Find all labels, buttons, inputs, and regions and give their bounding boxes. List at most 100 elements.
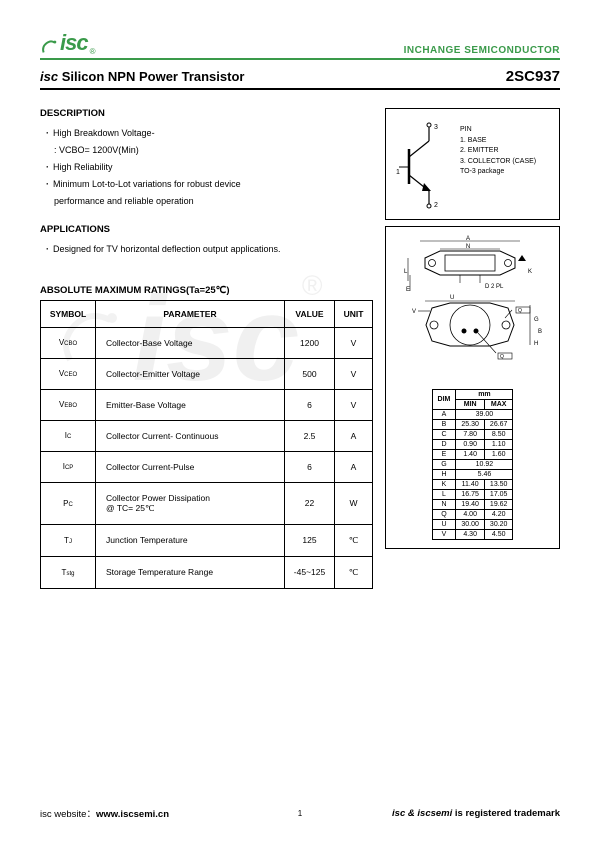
table-row: VCBOCollector-Base Voltage1200V	[41, 327, 373, 358]
dim-value: 10.92	[456, 460, 513, 470]
cell-parameter: Collector Power Dissipation@ TC= 25℃	[96, 482, 285, 524]
trademark-prefix: isc & iscsemi	[392, 808, 452, 819]
cell-value: 6	[285, 389, 335, 420]
table-row: VEBOEmitter-Base Voltage6V	[41, 389, 373, 420]
cell-unit: V	[335, 389, 373, 420]
dim-max: 4.20	[484, 510, 513, 520]
svg-text:L: L	[404, 269, 408, 275]
pin-3: 3. COLLECTOR (CASE)	[460, 157, 536, 168]
right-column: 1 3 2 PIN 1. BASE 2. EMITTER 3. COLLECTO…	[385, 108, 560, 589]
dim-row: D0.901.10	[432, 440, 513, 450]
footer-website: isc website：www.iscsemi.cn	[40, 806, 169, 820]
description-list: High Breakdown Voltage- : VCBO= 1200V(Mi…	[46, 125, 373, 210]
dim-row: H5.46	[432, 470, 513, 480]
cell-unit: A	[335, 420, 373, 451]
ratings-table: SYMBOL PARAMETER VALUE UNIT VCBOCollecto…	[40, 300, 373, 589]
cell-parameter: Storage Temperature Range	[96, 556, 285, 588]
page-number: 1	[298, 809, 302, 818]
table-row: TstgStorage Temperature Range-45~125℃	[41, 556, 373, 588]
dim-max: 1.60	[484, 450, 513, 460]
title-row: isc Silicon NPN Power Transistor 2SC937	[40, 68, 560, 90]
svg-text:V: V	[412, 309, 416, 315]
part-number: 2SC937	[506, 68, 560, 85]
svg-text:D 2 PL: D 2 PL	[485, 284, 504, 290]
pin-2: 2. EMITTER	[460, 146, 536, 157]
col-value: VALUE	[285, 300, 335, 327]
dim-min: 7.80	[456, 430, 485, 440]
cell-symbol: VEBO	[41, 389, 96, 420]
svg-text:K: K	[528, 269, 532, 275]
dim-row: N19.4019.62	[432, 500, 513, 510]
col-symbol: SYMBOL	[41, 300, 96, 327]
svg-text:2: 2	[434, 202, 438, 209]
logo-swirl-icon	[40, 38, 58, 56]
pin-heading: PIN	[460, 125, 536, 136]
cell-symbol: ICP	[41, 451, 96, 482]
dim-row: A39.00	[432, 410, 513, 420]
table-row: TJJunction Temperature125℃	[41, 524, 373, 556]
dim-row: U30.0030.20	[432, 520, 513, 530]
col-parameter: PARAMETER	[96, 300, 285, 327]
website-url: www.iscsemi.cn	[96, 809, 169, 820]
svg-text:E: E	[406, 287, 410, 293]
table-row: ICCollector Current- Continuous2.5A	[41, 420, 373, 451]
dim-cell: V	[432, 530, 456, 540]
package-type: TO-3 package	[460, 167, 536, 178]
company-name: INCHANGE SEMICONDUCTOR	[404, 45, 560, 56]
svg-text:N: N	[466, 244, 470, 250]
dim-cell: A	[432, 410, 456, 420]
dim-row: E1.401.60	[432, 450, 513, 460]
cell-unit: V	[335, 358, 373, 389]
cell-symbol: Tstg	[41, 556, 96, 588]
dim-min: 1.40	[456, 450, 485, 460]
mm-col: mm	[456, 390, 513, 400]
dim-row: L16.7517.05	[432, 490, 513, 500]
footer-trademark: isc & iscsemi is registered trademark	[392, 808, 560, 819]
dimensions-table: DIM mm MIN MAX A39.00B25.3026.67C7.808.5…	[432, 389, 514, 540]
logo-registered: ®	[90, 47, 96, 56]
cell-symbol: VCEO	[41, 358, 96, 389]
dim-row: B25.3026.67	[432, 420, 513, 430]
cell-unit: ℃	[335, 524, 373, 556]
dim-row: V4.304.50	[432, 530, 513, 540]
pin-labels: PIN 1. BASE 2. EMITTER 3. COLLECTOR (CAS…	[460, 125, 536, 178]
dim-cell: B	[432, 420, 456, 430]
left-column: DESCRIPTION High Breakdown Voltage- : VC…	[40, 108, 373, 589]
cell-value: 125	[285, 524, 335, 556]
cell-unit: A	[335, 451, 373, 482]
svg-text:3: 3	[434, 124, 438, 131]
svg-text:B: B	[538, 329, 542, 335]
applications-list: Designed for TV horizontal deflection ou…	[46, 241, 373, 258]
description-heading: DESCRIPTION	[40, 108, 373, 119]
pin-diagram-box: 1 3 2 PIN 1. BASE 2. EMITTER 3. COLLECTO…	[385, 108, 560, 220]
title-main: Silicon NPN Power Transistor	[58, 69, 244, 84]
dim-min: 4.30	[456, 530, 485, 540]
dim-cell: U	[432, 520, 456, 530]
page-header: isc ® INCHANGE SEMICONDUCTOR	[40, 30, 560, 60]
desc-item: performance and reliable operation	[54, 193, 373, 210]
dim-row: K11.4013.50	[432, 480, 513, 490]
cell-symbol: TJ	[41, 524, 96, 556]
svg-text:1: 1	[396, 169, 400, 176]
cell-symbol: VCBO	[41, 327, 96, 358]
dim-value: 5.46	[456, 470, 513, 480]
cell-symbol: PC	[41, 482, 96, 524]
cell-parameter: Junction Temperature	[96, 524, 285, 556]
max-col: MAX	[484, 400, 513, 410]
desc-item: High Reliability	[46, 159, 373, 176]
dim-header-row: DIM mm	[432, 390, 513, 400]
main-content: DESCRIPTION High Breakdown Voltage- : VC…	[40, 108, 560, 589]
mechanical-drawing-icon: A N L E D 2 PL K U	[390, 233, 550, 383]
table-row: PCCollector Power Dissipation@ TC= 25℃22…	[41, 482, 373, 524]
dim-min: 0.90	[456, 440, 485, 450]
svg-text:Q: Q	[518, 308, 522, 314]
dim-cell: L	[432, 490, 456, 500]
dim-row: G10.92	[432, 460, 513, 470]
desc-item: : VCBO= 1200V(Min)	[54, 142, 373, 159]
table-row: ICPCollector Current-Pulse6A	[41, 451, 373, 482]
dim-min: 19.40	[456, 500, 485, 510]
cell-parameter: Emitter-Base Voltage	[96, 389, 285, 420]
logo: isc ®	[40, 30, 96, 56]
svg-text:H: H	[534, 341, 538, 347]
cell-value: 22	[285, 482, 335, 524]
